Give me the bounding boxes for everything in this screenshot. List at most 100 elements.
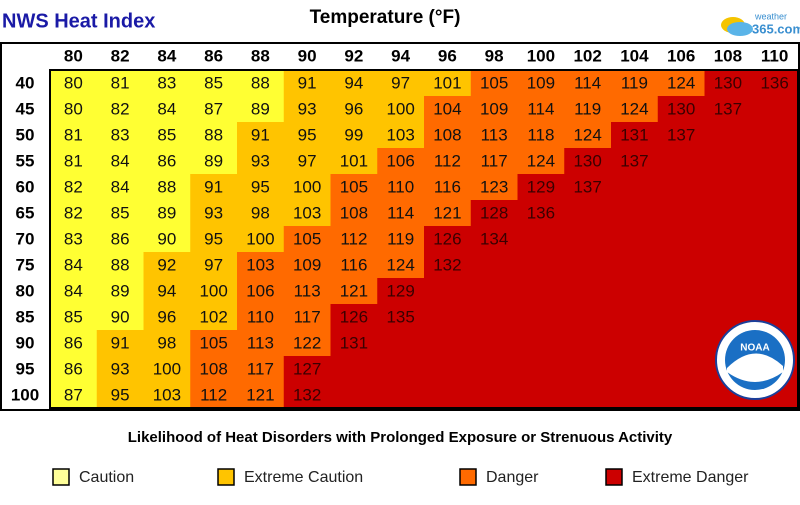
logo-text: NOAA xyxy=(740,343,769,354)
cell-value: 93 xyxy=(111,359,130,378)
cell-value: 132 xyxy=(293,385,321,404)
cell-value: 103 xyxy=(386,125,414,144)
level-band xyxy=(50,148,238,175)
level-band xyxy=(190,200,331,227)
cell-value: 94 xyxy=(344,73,363,92)
level-band xyxy=(424,252,799,279)
cell-value: 112 xyxy=(200,385,227,404)
level-band xyxy=(424,96,659,123)
cell-value: 137 xyxy=(714,99,742,118)
legend-label: Extreme Caution xyxy=(244,469,363,486)
cell-value: 126 xyxy=(340,307,368,326)
cell-value: 119 xyxy=(621,73,648,92)
level-band xyxy=(237,122,425,149)
level-band xyxy=(190,382,285,409)
level-band xyxy=(237,278,378,305)
logo-number: 365.com xyxy=(752,21,800,36)
cell-value: 94 xyxy=(157,281,176,300)
cell-value: 116 xyxy=(434,177,461,196)
cell-value: 84 xyxy=(111,177,130,196)
cell-value: 80 xyxy=(64,73,83,92)
cell-value: 100 xyxy=(293,177,321,196)
cell-value: 85 xyxy=(64,307,83,326)
cell-value: 93 xyxy=(204,203,223,222)
cell-value: 121 xyxy=(340,281,368,300)
cell-value: 83 xyxy=(64,229,83,248)
cell-value: 112 xyxy=(434,151,461,170)
cell-value: 127 xyxy=(293,359,321,378)
cell-value: 105 xyxy=(199,333,227,352)
cell-value: 84 xyxy=(111,151,130,170)
title: NWS Heat Index xyxy=(2,10,155,32)
level-band xyxy=(283,96,425,123)
cell-value: 105 xyxy=(293,229,321,248)
cell-value: 88 xyxy=(157,177,176,196)
column-header: 86 xyxy=(204,46,223,65)
cell-value: 121 xyxy=(433,203,461,222)
level-band xyxy=(517,174,799,201)
legend-label: Danger xyxy=(486,469,539,486)
column-header: 84 xyxy=(157,46,176,65)
cell-value: 114 xyxy=(527,99,554,118)
row-header: 65 xyxy=(16,203,35,222)
level-band xyxy=(424,226,799,253)
level-band xyxy=(190,356,285,383)
cell-value: 136 xyxy=(760,73,788,92)
level-band xyxy=(143,278,238,305)
row-header: 45 xyxy=(16,99,35,118)
cell-value: 106 xyxy=(386,151,414,170)
column-header: 104 xyxy=(620,46,649,65)
cell-value: 91 xyxy=(251,125,270,144)
cell-value: 87 xyxy=(64,385,83,404)
column-header: 100 xyxy=(527,46,555,65)
cell-value: 89 xyxy=(204,151,223,170)
cell-value: 119 xyxy=(574,99,601,118)
cell-value: 93 xyxy=(298,99,317,118)
legend-swatch xyxy=(52,468,70,486)
cell-value: 90 xyxy=(111,307,130,326)
cell-value: 113 xyxy=(294,281,321,300)
cell-value: 124 xyxy=(527,151,555,170)
cell-value: 124 xyxy=(667,73,695,92)
level-band xyxy=(143,304,238,331)
level-band xyxy=(50,356,98,383)
cell-value: 110 xyxy=(247,307,274,326)
level-band xyxy=(657,96,799,123)
cell-value: 103 xyxy=(293,203,321,222)
row-header: 95 xyxy=(16,359,35,378)
cell-value: 101 xyxy=(340,151,368,170)
cell-value: 81 xyxy=(64,151,83,170)
cell-value: 130 xyxy=(714,73,742,92)
cell-value: 136 xyxy=(527,203,555,222)
cell-value: 96 xyxy=(344,99,363,118)
column-header: 94 xyxy=(391,46,410,65)
cell-value: 81 xyxy=(64,125,83,144)
cell-value: 85 xyxy=(111,203,130,222)
level-band xyxy=(283,382,799,409)
level-band xyxy=(96,356,191,383)
column-header: 96 xyxy=(438,46,457,65)
level-band xyxy=(377,148,565,175)
cell-value: 92 xyxy=(157,255,176,274)
level-band xyxy=(96,330,191,357)
cell-value: 108 xyxy=(199,359,227,378)
level-band xyxy=(50,122,238,149)
row-header: 40 xyxy=(16,73,35,92)
cell-value: 117 xyxy=(247,359,274,378)
level-band xyxy=(470,70,705,97)
row-header: 85 xyxy=(16,307,35,326)
cell-value: 100 xyxy=(246,229,274,248)
level-band xyxy=(96,382,191,409)
level-band xyxy=(50,278,144,305)
cell-value: 95 xyxy=(111,385,130,404)
axis-title: Temperature (°F) xyxy=(310,7,461,28)
column-header: 98 xyxy=(485,46,504,65)
cell-value: 83 xyxy=(111,125,130,144)
level-band xyxy=(50,330,98,357)
cell-value: 89 xyxy=(111,281,130,300)
cell-value: 113 xyxy=(247,333,274,352)
level-band xyxy=(50,226,191,253)
cell-value: 88 xyxy=(204,125,223,144)
cell-value: 128 xyxy=(480,203,508,222)
